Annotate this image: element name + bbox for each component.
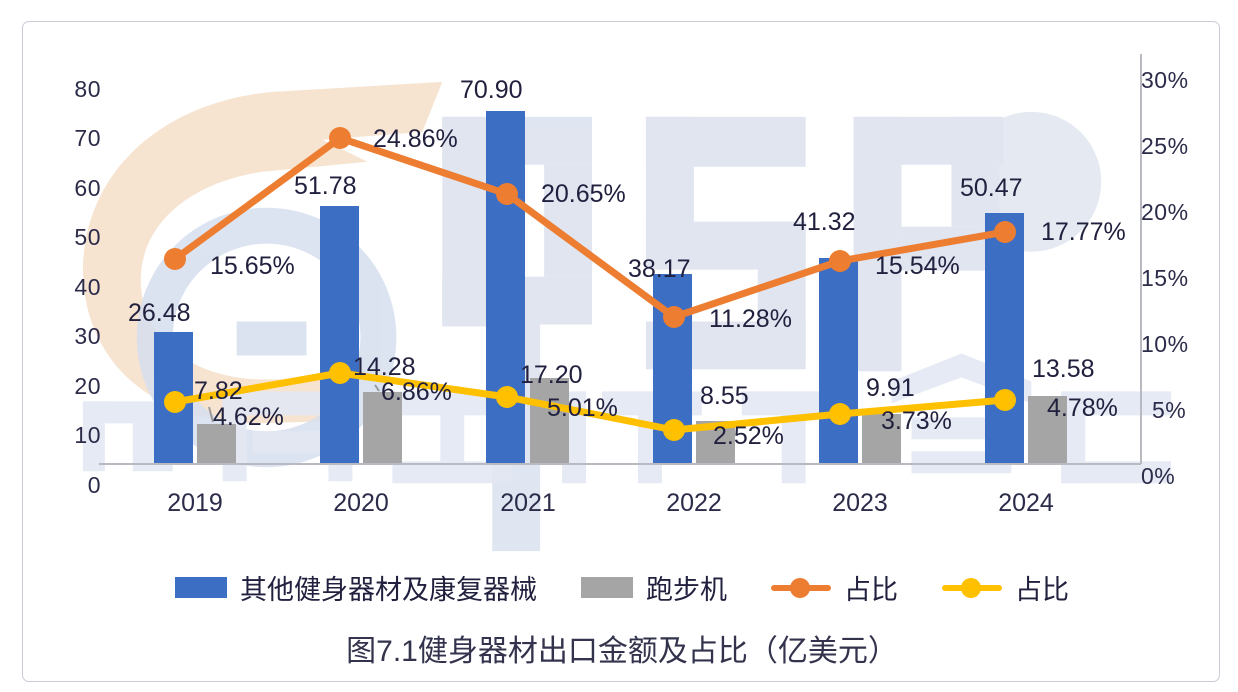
legend-label-share-yellow: 占比 [1015, 575, 1069, 605]
legend-line-marker-yellow-icon [942, 577, 1002, 599]
legend-item-treadmill[interactable]: 跑步机 [581, 568, 727, 607]
x-tick-2023: 2023 [832, 489, 888, 517]
x-tick-2020: 2020 [333, 489, 389, 517]
value-label-yellow-2022: 2.52% [713, 422, 784, 450]
value-label-blue-2020: 51.78 [294, 172, 357, 200]
legend-line-marker-orange-icon [771, 577, 831, 599]
markers-orange [164, 127, 1016, 328]
y-left-tick-0: 0 [87, 472, 101, 498]
figure-title: 图7.1健身器材出口金额及占比（亿美元） [346, 635, 898, 668]
line-orange-占比 [171, 134, 1009, 321]
y-right-tick-20: 20% [1141, 199, 1189, 225]
legend-label-share-orange: 占比 [844, 575, 898, 605]
legend-item-other-fitness[interactable]: 其他健身器材及康复器械 [175, 568, 537, 607]
value-label-orange-2021: 20.65% [541, 180, 626, 208]
y-right-tick-30: 30% [1141, 67, 1189, 93]
x-tick-2024: 2024 [998, 489, 1054, 517]
y-right-axis-spine [1140, 54, 1142, 464]
legend-label-treadmill: 跑步机 [646, 575, 727, 605]
bar-gray-2023 [862, 414, 901, 463]
x-axis-baseline [99, 463, 1141, 465]
value-label-blue-2024: 50.47 [960, 174, 1023, 202]
y-right-tick-15: 15% [1141, 265, 1189, 291]
value-label-orange-2020: 24.86% [373, 125, 458, 153]
value-label-blue-2019: 26.48 [128, 299, 191, 327]
chart-legend: 其他健身器材及康复器械 跑步机 占比 占比 [23, 568, 1219, 607]
value-label-gray-2022: 8.55 [700, 382, 749, 410]
value-label-orange-2022: 11.28% [709, 305, 792, 333]
value-label-yellow-2019: 4.62% [213, 403, 284, 431]
legend-label-other-fitness: 其他健身器材及康复器械 [240, 575, 537, 605]
value-label-yellow-2024: 4.78% [1047, 394, 1118, 422]
value-label-blue-2023: 41.32 [793, 208, 856, 236]
value-label-gray-2021: 17.20 [520, 361, 583, 389]
legend-item-share-orange[interactable]: 占比 [771, 568, 898, 607]
value-label-yellow-2023: 3.73% [881, 407, 952, 435]
value-label-gray-2019: 7.82 [194, 377, 243, 405]
legend-swatch-blue-icon [175, 577, 227, 598]
chart-card: 80 70 60 50 40 30 20 10 0 30% 25% 20% 15… [22, 21, 1220, 682]
legend-item-share-yellow[interactable]: 占比 [942, 568, 1069, 607]
value-label-orange-2023: 15.54% [875, 252, 960, 280]
y-right-tick-25: 25% [1141, 133, 1189, 159]
legend-swatch-gray-icon [581, 577, 633, 598]
bar-gray-2024 [1028, 396, 1067, 463]
value-label-gray-2023: 9.91 [866, 374, 915, 402]
bar-blue-2023 [819, 258, 858, 463]
value-label-orange-2024: 17.77% [1041, 218, 1126, 246]
value-label-blue-2022: 38.17 [628, 255, 691, 283]
value-label-yellow-2021: 5.01% [547, 394, 618, 422]
value-label-blue-2021: 70.90 [460, 76, 523, 104]
x-tick-2022: 2022 [666, 489, 722, 517]
value-label-gray-2024: 13.58 [1032, 355, 1095, 383]
value-label-yellow-2020: 6.86% [381, 378, 452, 406]
y-right-tick-10: 10% [1141, 331, 1189, 357]
x-tick-2019: 2019 [167, 489, 223, 517]
value-label-orange-2019: 15.65% [210, 252, 295, 280]
